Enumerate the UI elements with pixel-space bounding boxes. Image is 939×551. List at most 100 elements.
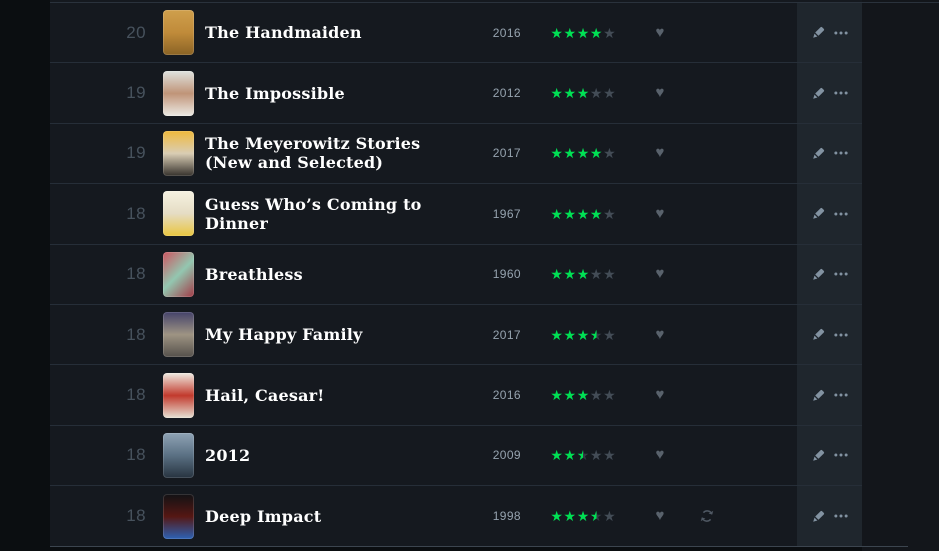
star-icon: ★ [589,266,603,283]
more-options-button[interactable] [834,388,848,402]
edit-button[interactable] [811,448,825,462]
row-actions-panel [797,3,862,63]
star-icon: ★ [563,326,577,343]
more-options-button[interactable] [834,207,848,221]
star-icon: ★ [550,205,563,222]
pencil-icon [812,389,824,401]
film-poster[interactable] [163,432,194,478]
ellipsis-icon [834,31,848,35]
film-poster[interactable] [163,130,194,176]
right-gutter [862,0,939,551]
film-row: 18 Deep Impact 1998 ★★★★★ ♥ [50,486,862,547]
edit-button[interactable] [811,509,825,523]
star-icon: ★ [589,85,603,102]
edit-button[interactable] [811,328,825,342]
edit-button[interactable] [811,267,825,281]
edit-button[interactable] [811,146,825,160]
film-row: 18 Guess Who’s Coming to Dinner 1967 ★★★… [50,184,862,245]
rank-number: 19 [126,83,146,103]
star-icon: ★ [576,85,590,102]
row-actions-panel [797,304,862,365]
film-poster[interactable] [163,70,194,116]
star-icon: ★ [550,24,563,41]
star-rating: ★★★★★ [550,26,622,40]
more-options-button[interactable] [834,509,848,523]
edit-button[interactable] [811,86,825,100]
star-icon: ★ [563,508,577,525]
film-row: 19 The Impossible 2012 ★★★★★ ♥ [50,63,862,124]
film-poster[interactable] [163,493,194,539]
bottom-divider [50,546,908,547]
film-row: 18 2012 2009 ★★★★★ ♥ [50,425,862,487]
heart-icon: ♥ [655,265,665,283]
film-title[interactable]: Guess Who’s Coming to Dinner [205,194,422,233]
more-options-button[interactable] [834,448,848,462]
heart-icon: ♥ [655,84,665,102]
pencil-icon [812,87,824,99]
more-options-button[interactable] [834,146,848,160]
more-options-button[interactable] [834,86,848,100]
film-title[interactable]: Deep Impact [205,506,322,526]
star-rating: ★★★★★ [550,86,622,100]
film-title[interactable]: The Meyerowitz Stories (New and Selected… [205,134,421,173]
release-year: 1960 [492,267,521,282]
star-icon: ★ [603,266,616,283]
more-options-button[interactable] [834,26,848,40]
star-icon: ★ [576,266,590,283]
star-icon: ★ [589,447,603,464]
film-title[interactable]: Hail, Caesar! [205,385,325,405]
star-rating: ★★★★★ [550,509,622,523]
film-poster[interactable] [163,251,194,297]
release-year: 2016 [492,388,521,403]
star-icon: ★ [603,85,616,102]
edit-button[interactable] [811,207,825,221]
edit-button[interactable] [811,26,825,40]
film-poster[interactable] [163,312,194,358]
star-icon: ★ [603,24,616,41]
star-icon: ★ [603,387,616,404]
star-icon: ★ [563,266,577,283]
star-icon: ★ [563,205,577,222]
star-icon: ★ [576,145,590,162]
rank-number: 18 [126,324,146,344]
star-icon: ★ [550,266,563,283]
more-options-button[interactable] [834,267,848,281]
release-year: 2009 [492,448,521,463]
more-options-button[interactable] [834,328,848,342]
star-icon: ★ [589,508,603,525]
star-icon: ★ [589,387,603,404]
row-actions-panel [797,486,862,547]
star-icon: ★ [603,508,616,525]
star-icon: ★ [576,205,590,222]
star-icon: ★ [563,145,577,162]
film-title[interactable]: Breathless [205,264,303,284]
rewatch-icon [699,509,715,523]
star-icon: ★ [550,387,563,404]
rank-number: 18 [126,385,146,405]
star-icon: ★ [576,508,590,525]
rank-number: 18 [126,203,146,223]
film-poster[interactable] [163,372,194,418]
film-title[interactable]: 2012 [205,445,251,465]
edit-button[interactable] [811,388,825,402]
ellipsis-icon [834,151,848,155]
rank-number: 20 [126,22,146,42]
film-poster[interactable] [163,10,194,56]
film-row: 20 The Handmaiden 2016 ★★★★★ ♥ [50,3,862,64]
star-icon: ★ [576,24,590,41]
film-title[interactable]: My Happy Family [205,325,363,345]
heart-icon: ♥ [655,507,665,525]
film-poster[interactable] [163,191,194,237]
star-icon: ★ [603,326,616,343]
ellipsis-icon [834,453,848,457]
ellipsis-icon [834,272,848,276]
star-icon: ★ [563,447,577,464]
star-icon: ★ [589,145,603,162]
top-divider [50,2,939,3]
ellipsis-icon [834,333,848,337]
film-title[interactable]: The Impossible [205,83,345,103]
release-year: 1998 [492,509,521,524]
star-rating: ★★★★★ [550,146,622,160]
heart-icon: ♥ [655,23,665,41]
film-title[interactable]: The Handmaiden [205,23,362,43]
